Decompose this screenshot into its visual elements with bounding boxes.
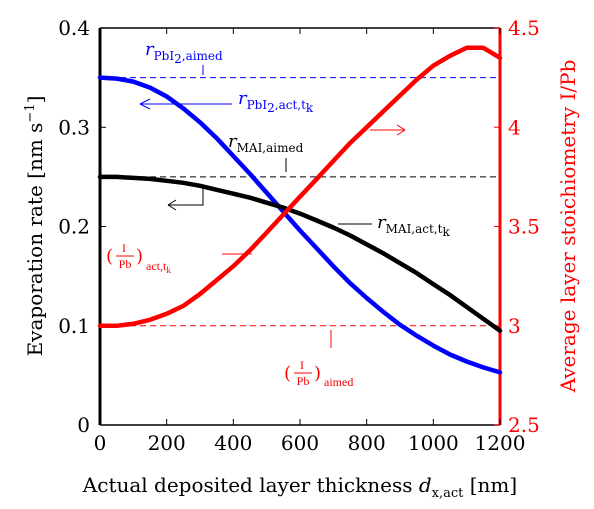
y-axis-left-label-end: ]	[23, 96, 47, 104]
y-left-tick-label: 0.1	[58, 314, 90, 338]
y-right-tick-label: 2.5	[508, 413, 540, 437]
label-ratio-aimed-num: I	[300, 358, 304, 372]
y-axis-left-label: Evaporation rate [nm s−1]	[23, 96, 47, 357]
label-mai-aimed-main: r	[228, 131, 238, 152]
label-mai-act-main: r	[377, 212, 387, 233]
y-right-tick-label: 3.5	[508, 215, 540, 239]
label-ratio-act-sub2: k	[166, 265, 171, 275]
arrow-to-right-axis	[370, 124, 406, 136]
label-pbi2-aimed-sub-end: ,aimed	[182, 49, 223, 63]
x-axis-ticks: 0 200 400 600 800 1000 1200	[94, 28, 526, 455]
label-mai-act-sub: MAI,act,t	[386, 222, 443, 236]
x-tick-label: 200	[148, 431, 186, 455]
label-mai-act-sub2: k	[442, 225, 450, 239]
label-ratio-aimed-rparen: )	[314, 363, 321, 384]
label-ratio-act-rparen: )	[136, 246, 143, 267]
series-line-ratio_act	[97, 45, 503, 329]
arrow-head-pbi2-act	[139, 98, 160, 110]
label-pbi2-act-sub-end: ,act,t	[275, 98, 306, 112]
label-pbi2-aimed-sub: PbI	[154, 49, 175, 63]
label-mai-act: rMAI,act,tk	[377, 212, 450, 239]
label-ratio-act-sub: act,tk	[146, 259, 171, 275]
y-left-tick-label: 0.2	[58, 215, 90, 239]
label-mai-aimed-sub: MAI,aimed	[237, 141, 304, 155]
y-left-tick-label: 0.3	[58, 115, 90, 139]
x-axis-label: Actual deposited layer thickness dx,act …	[82, 473, 517, 501]
right-axis-ticks: 2.5 3 3.5 4 4.5	[494, 16, 540, 437]
x-axis-label-var: d	[419, 473, 432, 497]
reference-lines	[100, 77, 500, 327]
arrow-to-left-axis	[167, 188, 204, 211]
label-ratio-aimed-lparen: (	[284, 363, 291, 384]
y-left-tick-label: 0.4	[58, 16, 90, 40]
x-tick-label: 800	[348, 431, 386, 455]
y-right-tick-label: 4.5	[508, 16, 540, 40]
x-tick-label: 400	[214, 431, 252, 455]
series-line-mai_act	[97, 174, 503, 333]
label-pbi2-aimed-main: r	[145, 39, 155, 60]
label-ratio-aimed-sub: aimed	[324, 375, 353, 389]
label-mai-aimed: rMAI,aimed	[228, 131, 304, 155]
left-axis-ticks: 0 0.1 0.2 0.3 0.4	[58, 16, 106, 437]
label-ratio-aimed-den: Pb	[297, 374, 310, 388]
label-pbi2-aimed-sub2: 2	[174, 52, 182, 66]
label-pbi2-aimed: rPbI2,aimed	[145, 39, 223, 66]
y-axis-right-label: Average layer stoichiometry I/Pb	[556, 60, 580, 394]
label-pbi2-act: rPbI2,act,tk	[238, 88, 314, 115]
y-right-tick-label: 4	[508, 115, 521, 139]
x-axis-label-sub: x,act	[432, 486, 464, 501]
y-right-tick-label: 3	[508, 314, 521, 338]
label-ratio-aimed: ( I Pb ) aimed	[284, 358, 353, 389]
series-lines	[97, 45, 503, 375]
label-ratio-act-den: Pb	[119, 257, 132, 271]
x-tick-label: 0	[94, 431, 107, 455]
label-pbi2-act-sub: PbI	[247, 98, 268, 112]
x-axis-label-text: Actual deposited layer thickness	[82, 473, 413, 497]
y-axis-left-label-sup: −1	[23, 103, 38, 122]
label-pbi2-act-sub2: 2	[267, 101, 275, 115]
y-axis-left-label-text: Evaporation rate [nm s	[23, 123, 47, 357]
label-ratio-act-lparen: (	[106, 246, 113, 267]
x-axis-label-unit: [nm]	[470, 473, 517, 497]
x-tick-label: 600	[281, 431, 319, 455]
label-pbi2-act-main: r	[238, 88, 248, 109]
x-tick-label: 1200	[475, 431, 526, 455]
y-left-tick-label: 0	[77, 413, 90, 437]
x-tick-label: 1000	[408, 431, 459, 455]
series-line-pbi2_act	[97, 75, 503, 375]
label-pbi2-act-sub3: k	[306, 101, 314, 115]
label-ratio-act-sub-main: act,t	[146, 259, 167, 273]
label-ratio-act-num: I	[122, 241, 126, 255]
label-ratio-act: ( I Pb ) act,tk	[106, 241, 171, 275]
